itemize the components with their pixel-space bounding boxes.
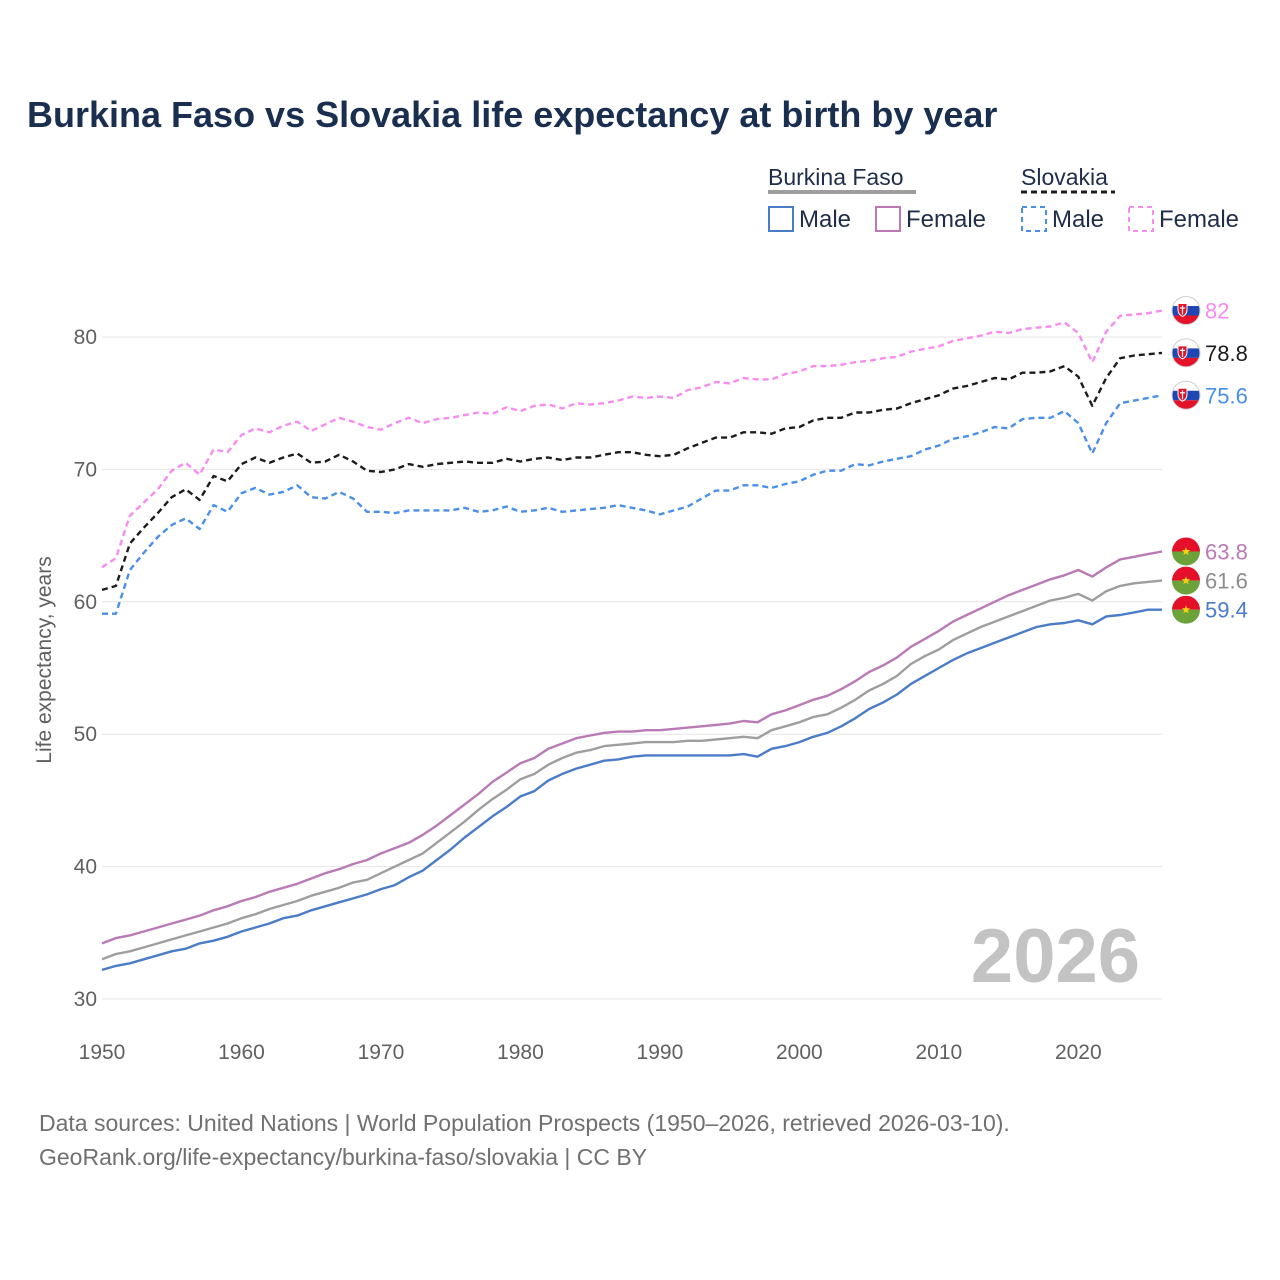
x-tick-label: 1980 xyxy=(497,1041,544,1064)
series-line-burkina-faso-total[interactable] xyxy=(101,579,1163,961)
legend-swatch-burkina-male[interactable] xyxy=(768,206,794,232)
slovakia-flag-icon xyxy=(1171,338,1201,368)
end-value-label: 63.8 xyxy=(1205,539,1248,564)
legend-label-burkina-male[interactable]: Male xyxy=(799,206,851,233)
chart-title: Burkina Faso vs Slovakia life expectancy… xyxy=(27,94,998,135)
license-line[interactable]: GeoRank.org/life-expectancy/burkina-faso… xyxy=(39,1144,648,1170)
series-line-slovakia-female[interactable] xyxy=(101,309,1163,569)
legend-title-burkina-faso[interactable]: Burkina Faso xyxy=(768,164,904,190)
y-tick-label: 70 xyxy=(74,458,97,481)
y-tick-label: 60 xyxy=(74,591,97,614)
legend-swatch-slovakia-male[interactable] xyxy=(1021,206,1047,232)
series-line-burkina-faso-female[interactable] xyxy=(101,550,1163,945)
y-tick-label: 50 xyxy=(74,723,97,746)
y-axis-ticks: 30 40 50 60 70 80 xyxy=(74,326,97,1011)
sources-line: Data sources: United Nations | World Pop… xyxy=(39,1110,1010,1136)
legend-label-slovakia-male[interactable]: Male xyxy=(1052,206,1104,233)
data-sources: Data sources: United Nations | World Pop… xyxy=(39,1106,1010,1174)
legend-label-slovakia-female[interactable]: Female xyxy=(1159,206,1239,233)
legend-label-burkina-female[interactable]: Female xyxy=(906,206,986,233)
end-value-label: 82 xyxy=(1205,299,1229,324)
series-line-slovakia-total[interactable] xyxy=(101,351,1163,592)
legend-title-slovakia[interactable]: Slovakia xyxy=(1021,164,1108,190)
x-tick-label: 2000 xyxy=(776,1041,823,1064)
current-year-label: 2026 xyxy=(971,914,1140,999)
x-tick-label: 1970 xyxy=(358,1041,405,1064)
series-line-burkina-faso-male[interactable] xyxy=(101,608,1162,972)
legend-swatch-slovakia-female[interactable] xyxy=(1128,206,1154,232)
end-markers: 82 78.8 75.6 63.8 61.6 59.4 xyxy=(1171,296,1248,624)
x-tick-label: 2010 xyxy=(915,1041,962,1064)
end-value-label: 78.8 xyxy=(1205,341,1248,366)
burkina-faso-flag-icon xyxy=(1172,566,1200,595)
y-tick-label: 30 xyxy=(74,988,97,1011)
x-tick-label: 1950 xyxy=(79,1041,126,1064)
slovakia-flag-icon xyxy=(1171,380,1201,410)
gridlines xyxy=(102,336,1162,1000)
end-value-label: 59.4 xyxy=(1205,598,1248,623)
y-tick-label: 40 xyxy=(74,856,97,879)
legend-swatch-burkina-female[interactable] xyxy=(875,206,901,232)
end-value-label: 75.6 xyxy=(1205,383,1248,408)
series-lines xyxy=(101,309,1163,972)
x-axis-ticks: 1950 1960 1970 1980 1990 2000 2010 2020 xyxy=(79,1041,1102,1064)
slovakia-flag-icon xyxy=(1171,296,1201,326)
y-tick-label: 80 xyxy=(74,326,97,349)
legend: Burkina Faso Slovakia Male Female Male F… xyxy=(768,164,1239,233)
x-tick-label: 2020 xyxy=(1055,1041,1102,1064)
end-value-label: 61.6 xyxy=(1205,569,1248,594)
burkina-faso-flag-icon xyxy=(1172,595,1200,624)
y-axis-label: Life expectancy, years xyxy=(33,556,56,763)
x-tick-label: 1960 xyxy=(218,1041,265,1064)
burkina-faso-flag-icon xyxy=(1172,537,1200,566)
x-tick-label: 1990 xyxy=(637,1041,684,1064)
series-line-slovakia-male[interactable] xyxy=(102,394,1163,615)
